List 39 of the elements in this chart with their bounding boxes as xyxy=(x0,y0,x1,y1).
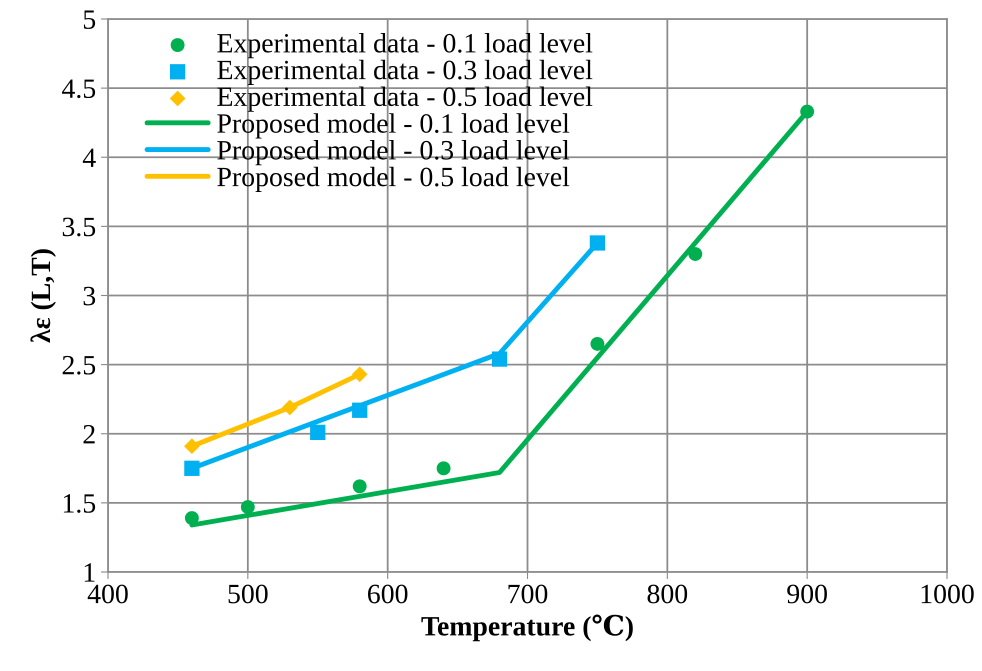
point xyxy=(800,104,814,119)
legend-label: Experimental data - 0.3 load level xyxy=(217,60,592,85)
legend-label: Experimental data - 0.1 load level xyxy=(217,33,592,58)
x-tick-label: 400 xyxy=(88,584,128,604)
y-tick-label: 3 xyxy=(84,286,96,306)
y-tick-label: 4.5 xyxy=(62,79,96,98)
legend-label: Proposed model - 0.1 load level xyxy=(217,113,570,138)
x-tick-label: 600 xyxy=(368,584,408,604)
legend-label: Proposed model - 0.3 load level xyxy=(217,140,570,166)
x-tick-label: 900 xyxy=(787,584,827,604)
point xyxy=(590,336,604,351)
point xyxy=(352,366,368,382)
point xyxy=(282,400,298,416)
y-tick-label: 3.5 xyxy=(62,218,96,236)
x-axis-title: Temperature (℃) xyxy=(421,614,633,642)
y-tick-label: 1.5 xyxy=(64,494,96,513)
point xyxy=(436,461,451,476)
point xyxy=(184,460,200,476)
x-tick-label: 500 xyxy=(228,584,268,604)
y-tick-label: 5 xyxy=(84,10,96,29)
y-tick-label: 2 xyxy=(84,424,95,444)
legend-label: Experimental data - 0.5 load level xyxy=(217,86,592,112)
y-tick-label: 2.5 xyxy=(62,356,96,375)
point xyxy=(492,351,508,367)
point xyxy=(688,247,702,261)
point xyxy=(184,438,200,454)
x-tick-label: 1000 xyxy=(922,584,974,604)
y-axis-title: λε (L,T) xyxy=(30,249,56,343)
y-tick-label: 1 xyxy=(84,563,95,582)
x-tick-label: 800 xyxy=(648,584,688,604)
point xyxy=(590,235,606,251)
legend-label: Proposed model - 0.5 load level xyxy=(217,166,570,192)
point xyxy=(184,511,199,526)
y-tick-label: 4 xyxy=(82,148,96,167)
point xyxy=(310,424,326,440)
point xyxy=(352,402,368,418)
point xyxy=(352,479,367,494)
point xyxy=(240,500,255,514)
x-tick-label: 700 xyxy=(508,584,548,604)
